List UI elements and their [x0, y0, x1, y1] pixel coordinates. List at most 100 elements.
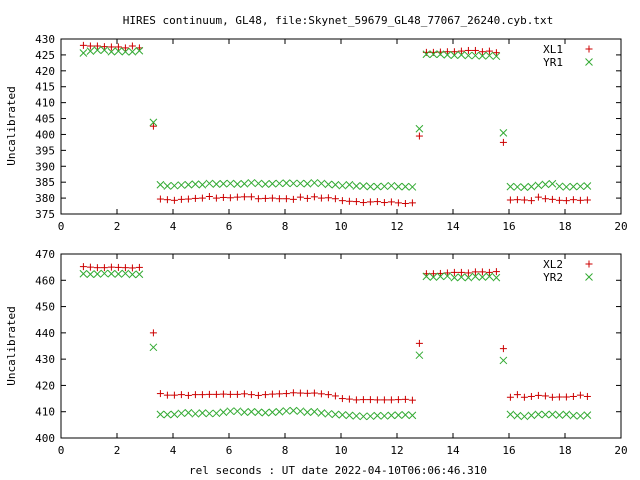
- point-yr2: [478, 273, 487, 281]
- point-yr2: [163, 410, 172, 419]
- point-xl1: [177, 195, 185, 203]
- point-xl1: [485, 47, 493, 55]
- point-xl2: [555, 393, 563, 401]
- point-yr2: [240, 408, 249, 417]
- x-tick-label: 4: [170, 444, 177, 457]
- point-xl2: [170, 391, 178, 399]
- point-yr2: [520, 412, 529, 421]
- point-yr2: [436, 272, 445, 281]
- point-xl1: [464, 46, 472, 54]
- point-yr1: [247, 178, 256, 187]
- point-yr2: [226, 407, 235, 416]
- x-tick-label: 12: [390, 444, 403, 457]
- point-yr1: [121, 47, 130, 56]
- point-yr1: [296, 179, 305, 188]
- point-xl1: [492, 49, 500, 57]
- legend-label-yr1: YR1: [543, 56, 563, 69]
- point-yr1: [548, 179, 557, 188]
- y-tick-label: 390: [35, 160, 55, 173]
- point-yr1: [408, 183, 417, 191]
- point-yr2: [261, 408, 270, 417]
- point-xl2: [492, 268, 500, 276]
- point-yr2: [485, 272, 494, 281]
- point-xl2: [583, 392, 591, 400]
- point-xl1: [156, 195, 164, 203]
- y-tick-label: 375: [35, 208, 55, 221]
- chart-title: HIRES continuum, GL48, file:Skynet_59679…: [123, 14, 553, 27]
- point-yr1: [471, 51, 480, 60]
- point-xl1: [555, 196, 563, 204]
- x-tick-label: 18: [558, 444, 571, 457]
- point-xl2: [401, 395, 409, 403]
- point-xl2: [282, 390, 290, 398]
- x-tick-label: 18: [558, 220, 571, 233]
- point-yr1: [422, 50, 431, 59]
- point-yr1: [499, 129, 508, 137]
- y-tick-label: 430: [35, 353, 55, 366]
- x-tick-label: 0: [58, 444, 65, 457]
- x-tick-label: 20: [614, 444, 627, 457]
- y-tick-label: 400: [35, 128, 55, 141]
- point-yr2: [506, 410, 515, 419]
- point-xl1: [569, 196, 577, 204]
- point-xl2: [443, 269, 451, 277]
- point-xl1: [79, 41, 87, 49]
- point-xl1: [212, 194, 220, 202]
- point-xl2: [296, 389, 304, 397]
- point-yr2: [107, 269, 116, 278]
- point-xl2: [541, 392, 549, 400]
- point-yr2: [324, 409, 333, 418]
- point-yr1: [569, 182, 578, 191]
- point-xl2: [380, 396, 388, 404]
- point-xl2: [408, 396, 416, 404]
- point-yr2: [282, 407, 291, 415]
- point-yr1: [562, 183, 571, 191]
- point-yr2: [576, 412, 585, 420]
- x-tick-label: 8: [282, 220, 289, 233]
- x-tick-label: 16: [502, 444, 515, 457]
- point-xl1: [359, 199, 367, 207]
- point-yr1: [380, 182, 389, 191]
- point-yr1: [450, 51, 459, 60]
- point-yr1: [436, 50, 445, 59]
- point-xl1: [415, 132, 423, 140]
- point-xl2: [450, 268, 458, 276]
- point-xl2: [289, 389, 297, 397]
- point-yr2: [450, 273, 459, 282]
- point-xl1: [499, 138, 507, 146]
- x-tick-label: 2: [114, 444, 121, 457]
- point-yr1: [520, 183, 529, 192]
- top-plot-frame: [60, 38, 622, 215]
- point-yr1: [555, 182, 564, 191]
- point-xl2: [121, 264, 129, 272]
- x-tick-label: 6: [226, 220, 233, 233]
- point-xl2: [310, 389, 318, 397]
- point-xl1: [338, 197, 346, 205]
- point-yr1: [107, 47, 116, 56]
- point-yr2: [275, 407, 284, 416]
- point-xl1: [541, 195, 549, 203]
- point-yr1: [583, 182, 592, 190]
- point-yr2: [394, 411, 403, 419]
- point-yr2: [443, 272, 452, 280]
- point-yr2: [408, 411, 417, 420]
- point-yr2: [352, 412, 361, 420]
- point-yr1: [261, 180, 270, 188]
- y-tick-label: 405: [35, 113, 55, 126]
- x-tick-label: 4: [170, 220, 177, 233]
- point-yr1: [163, 182, 172, 190]
- y-tick-label: 395: [35, 144, 55, 157]
- point-yr2: [457, 273, 466, 281]
- x-axis-label: rel seconds : UT date 2022-04-10T06:06:4…: [189, 464, 487, 477]
- point-yr1: [527, 182, 536, 191]
- point-xl1: [240, 193, 248, 201]
- point-xl1: [520, 196, 528, 204]
- point-xl2: [205, 390, 213, 398]
- point-yr2: [387, 411, 396, 420]
- point-xl1: [247, 193, 255, 201]
- point-xl1: [149, 122, 157, 130]
- point-yr1: [429, 50, 438, 59]
- point-xl2: [394, 396, 402, 404]
- point-yr2: [527, 411, 536, 420]
